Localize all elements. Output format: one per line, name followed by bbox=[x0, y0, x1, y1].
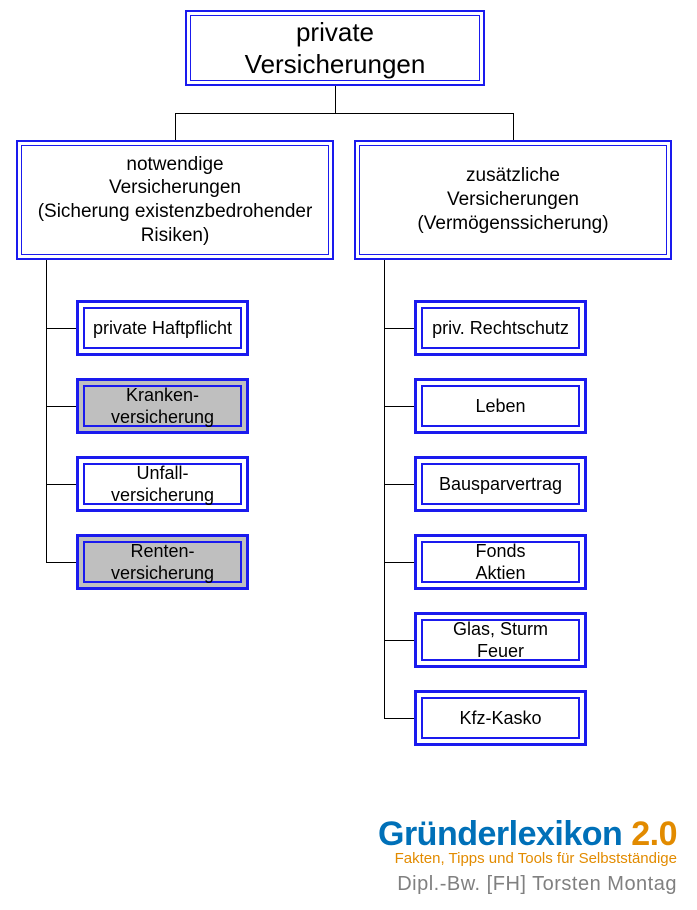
node-left-label: notwendige Versicherungen (Sicherung exi… bbox=[38, 153, 313, 248]
brand-line: Gründerlexikon 2.0 bbox=[378, 815, 677, 854]
node-left: notwendige Versicherungen (Sicherung exi… bbox=[16, 140, 334, 260]
brand-version: 2.0 bbox=[622, 815, 677, 853]
connector bbox=[46, 328, 76, 329]
connector bbox=[384, 328, 414, 329]
node-r1: priv. Rechtschutz bbox=[414, 300, 587, 356]
node-root: private Versicherungen bbox=[185, 10, 485, 86]
node-r4: Fonds Aktien bbox=[414, 534, 587, 590]
connector bbox=[175, 113, 513, 114]
connector bbox=[384, 484, 414, 485]
node-r3-inner: Bausparvertrag bbox=[421, 463, 580, 505]
brand-name: Gründerlexikon bbox=[378, 815, 622, 853]
tagline: Fakten, Tipps und Tools für Selbstständi… bbox=[378, 850, 677, 867]
node-r2-label: Leben bbox=[475, 395, 525, 418]
node-l4-label: Renten- versicherung bbox=[111, 540, 214, 585]
connector bbox=[46, 562, 76, 563]
node-l1-label: private Haftpflicht bbox=[93, 317, 232, 340]
node-r1-label: priv. Rechtschutz bbox=[432, 317, 569, 340]
node-r5-inner: Glas, Sturm Feuer bbox=[421, 619, 580, 661]
node-root-label: private Versicherungen bbox=[245, 16, 426, 81]
node-right-label: zusätzliche Versicherungen (Vermögenssic… bbox=[417, 164, 608, 235]
connector bbox=[384, 640, 414, 641]
node-r5: Glas, Sturm Feuer bbox=[414, 612, 587, 668]
connector bbox=[175, 113, 176, 140]
node-r2-inner: Leben bbox=[421, 385, 580, 427]
node-r5-label: Glas, Sturm Feuer bbox=[453, 618, 548, 663]
connector bbox=[384, 406, 414, 407]
footer: Gründerlexikon 2.0 Fakten, Tipps und Too… bbox=[378, 815, 677, 896]
node-l4: Renten- versicherung bbox=[76, 534, 249, 590]
node-root-inner: private Versicherungen bbox=[190, 15, 480, 81]
author: Dipl.-Bw. [FH] Torsten Montag bbox=[378, 873, 677, 896]
connector bbox=[513, 113, 514, 140]
node-l2-label: Kranken- versicherung bbox=[111, 384, 214, 429]
node-l1-inner: private Haftpflicht bbox=[83, 307, 242, 349]
connector bbox=[46, 406, 76, 407]
node-l2: Kranken- versicherung bbox=[76, 378, 249, 434]
connector bbox=[46, 484, 76, 485]
diagram-stage: Gründerlexikon 2.0 Fakten, Tipps und Too… bbox=[0, 0, 697, 910]
connector bbox=[46, 260, 47, 562]
connector bbox=[335, 86, 336, 113]
node-r3: Bausparvertrag bbox=[414, 456, 587, 512]
node-right: zusätzliche Versicherungen (Vermögenssic… bbox=[354, 140, 672, 260]
node-l1: private Haftpflicht bbox=[76, 300, 249, 356]
node-l3-label: Unfall- versicherung bbox=[111, 462, 214, 507]
node-left-inner: notwendige Versicherungen (Sicherung exi… bbox=[21, 145, 329, 255]
connector bbox=[384, 718, 414, 719]
node-l3: Unfall- versicherung bbox=[76, 456, 249, 512]
node-l3-inner: Unfall- versicherung bbox=[83, 463, 242, 505]
node-r3-label: Bausparvertrag bbox=[439, 473, 562, 496]
node-r2: Leben bbox=[414, 378, 587, 434]
node-r6-inner: Kfz-Kasko bbox=[421, 697, 580, 739]
node-r4-label: Fonds Aktien bbox=[475, 540, 525, 585]
node-r6-label: Kfz-Kasko bbox=[459, 707, 541, 730]
node-right-inner: zusätzliche Versicherungen (Vermögenssic… bbox=[359, 145, 667, 255]
node-r6: Kfz-Kasko bbox=[414, 690, 587, 746]
node-r1-inner: priv. Rechtschutz bbox=[421, 307, 580, 349]
connector bbox=[384, 562, 414, 563]
node-r4-inner: Fonds Aktien bbox=[421, 541, 580, 583]
node-l4-inner: Renten- versicherung bbox=[83, 541, 242, 583]
node-l2-inner: Kranken- versicherung bbox=[83, 385, 242, 427]
